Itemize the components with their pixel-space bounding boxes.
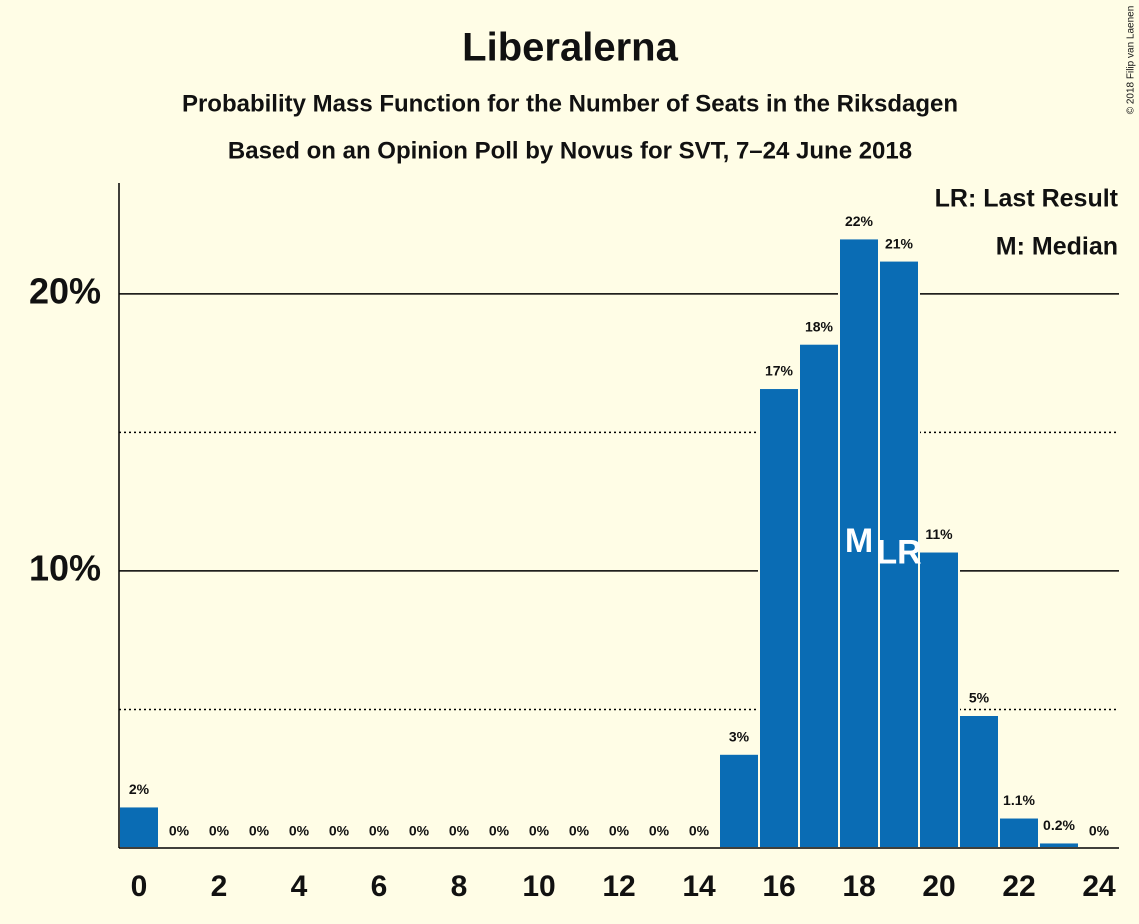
x-tick-label: 0 [131,870,148,903]
value-label: 1.1% [1003,792,1035,808]
value-label: 18% [805,318,834,334]
value-label: 22% [845,213,874,229]
value-label: 11% [925,526,953,542]
bar [718,752,760,850]
value-label: 5% [969,690,990,706]
value-label: 0% [409,823,430,839]
value-label: 0% [249,823,270,839]
legend-entry: M: Median [996,233,1118,261]
value-label: 0% [649,823,670,839]
y-tick-label: 20% [29,270,101,311]
x-tick-label: 6 [371,870,388,903]
value-label: 17% [765,363,794,379]
x-tick-label: 8 [451,870,468,903]
value-label: 0% [689,823,710,839]
chart-subtitle: Based on an Opinion Poll by Novus for SV… [228,137,912,164]
value-label: 0.2% [1043,817,1075,833]
value-label: 0% [169,823,190,839]
bar [798,342,840,849]
value-label: 21% [885,235,914,251]
copyright: © 2018 Filip van Laenen [1126,6,1137,115]
value-label: 0% [209,823,230,839]
bar [118,805,160,849]
chart-subtitle: Probability Mass Function for the Number… [182,90,958,117]
x-tick-label: 14 [682,870,716,903]
value-label: 3% [729,728,750,744]
marker-label: LR [876,533,921,571]
x-tick-label: 20 [922,870,955,903]
y-tick-label: 10% [29,547,101,588]
x-tick-label: 4 [291,870,308,903]
value-label: 0% [1089,823,1110,839]
bar [958,714,1000,849]
legend-entry: LR: Last Result [935,185,1119,213]
value-label: 0% [609,823,630,839]
bar [918,550,960,849]
value-label: 0% [329,823,350,839]
value-label: 0% [529,823,550,839]
value-label: 0% [369,823,390,839]
x-tick-label: 10 [522,870,555,903]
value-label: 2% [129,781,150,797]
x-tick-label: 16 [762,870,795,903]
x-tick-label: 18 [842,870,875,903]
marker-label: M [845,522,873,560]
bar [838,237,880,849]
value-label: 0% [569,823,590,839]
x-tick-label: 2 [211,870,228,903]
value-label: 0% [449,823,470,839]
bar [758,387,800,849]
x-tick-label: 12 [602,870,635,903]
x-tick-label: 24 [1082,870,1116,903]
value-label: 0% [289,823,310,839]
x-tick-label: 22 [1002,870,1035,903]
value-label: 0% [489,823,510,839]
chart-title: Liberalerna [462,26,678,70]
bar [1038,841,1080,849]
bar [998,816,1040,849]
